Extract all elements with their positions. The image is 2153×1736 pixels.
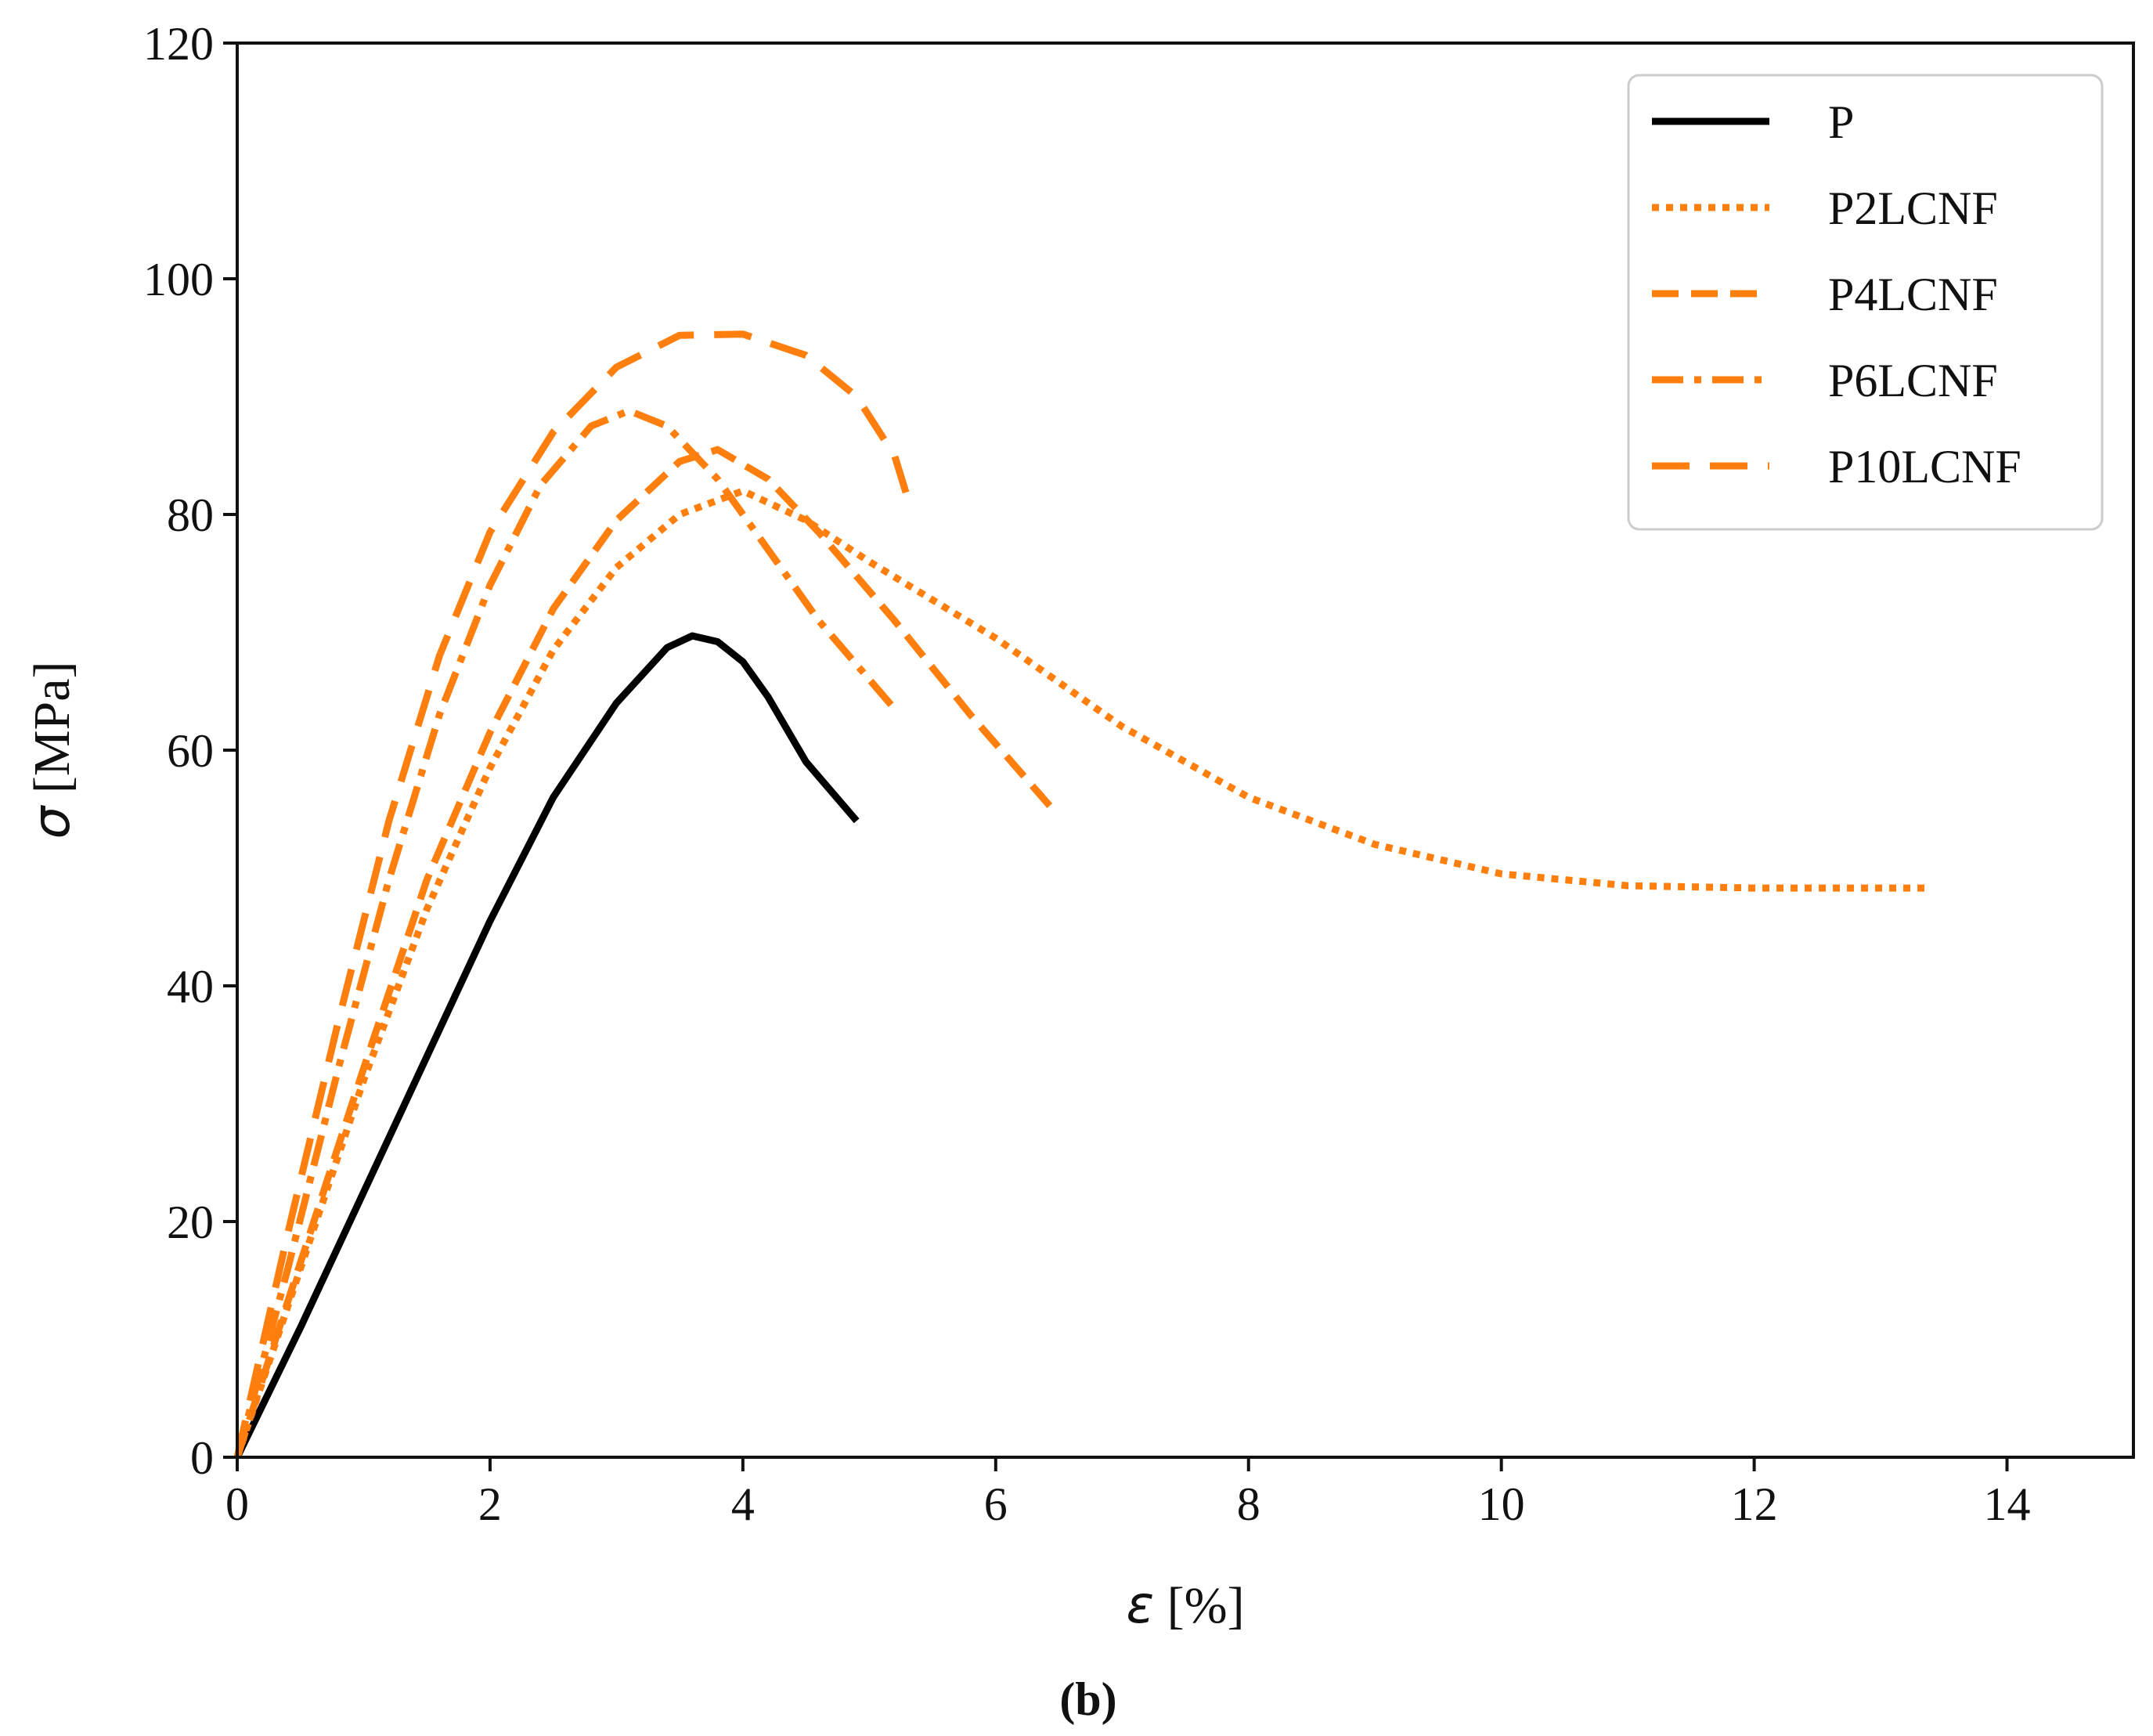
series-line-p4lcnf: [233, 446, 1055, 1459]
y-tick-label: 40: [167, 961, 214, 1012]
legend-box: [1627, 74, 2104, 531]
legend-label-p10lcnf: P10LCNF: [1828, 441, 2021, 493]
series-line-p6lcnf: [233, 407, 898, 1459]
x-tick-label: 0: [225, 1478, 249, 1530]
y-axis-unit: [MPa]: [23, 662, 81, 807]
x-tick-label: 4: [731, 1478, 755, 1530]
series-layer: [233, 330, 1931, 1459]
y-axis: 0 20 40 60 80 100 120: [143, 18, 237, 1484]
series-line-p10lcnf: [233, 330, 911, 1458]
series-line-p: [233, 632, 860, 1459]
x-tick-label: 12: [1731, 1478, 1778, 1530]
x-axis-unit: [%]: [1154, 1577, 1244, 1634]
legend-label-p2lcnf: P2LCNF: [1828, 182, 1998, 234]
y-tick-label: 80: [167, 489, 214, 541]
x-axis-symbol: ε: [1126, 1575, 1154, 1635]
y-axis-title: σ [MPa]: [21, 662, 81, 839]
y-tick-label: 120: [143, 18, 214, 70]
y-tick-label: 60: [167, 725, 214, 777]
x-tick-label: 2: [478, 1478, 502, 1530]
legend-label-p4lcnf: P4LCNF: [1828, 269, 1998, 320]
x-tick-label: 8: [1237, 1478, 1260, 1530]
y-tick-label: 100: [143, 254, 214, 305]
x-axis: 0 2 4 6 8 10 12 14: [225, 1457, 2031, 1530]
legend-label-p: P: [1828, 96, 1854, 148]
legend: P P2LCNF P4LCNF P6LCNF P10LCNF: [1627, 74, 2104, 531]
series-line-p2lcnf: [233, 487, 1931, 1459]
x-axis-title: ε [%]: [1126, 1575, 1244, 1635]
y-tick-label: 20: [167, 1196, 214, 1248]
figure-caption: (b): [1059, 1673, 1116, 1725]
y-tick-label: 0: [190, 1432, 214, 1484]
legend-label-p6lcnf: P6LCNF: [1828, 355, 1998, 406]
x-tick-label: 6: [984, 1478, 1008, 1530]
x-tick-label: 14: [1984, 1478, 2031, 1530]
x-tick-label: 10: [1478, 1478, 1525, 1530]
y-axis-symbol: σ: [21, 805, 81, 839]
